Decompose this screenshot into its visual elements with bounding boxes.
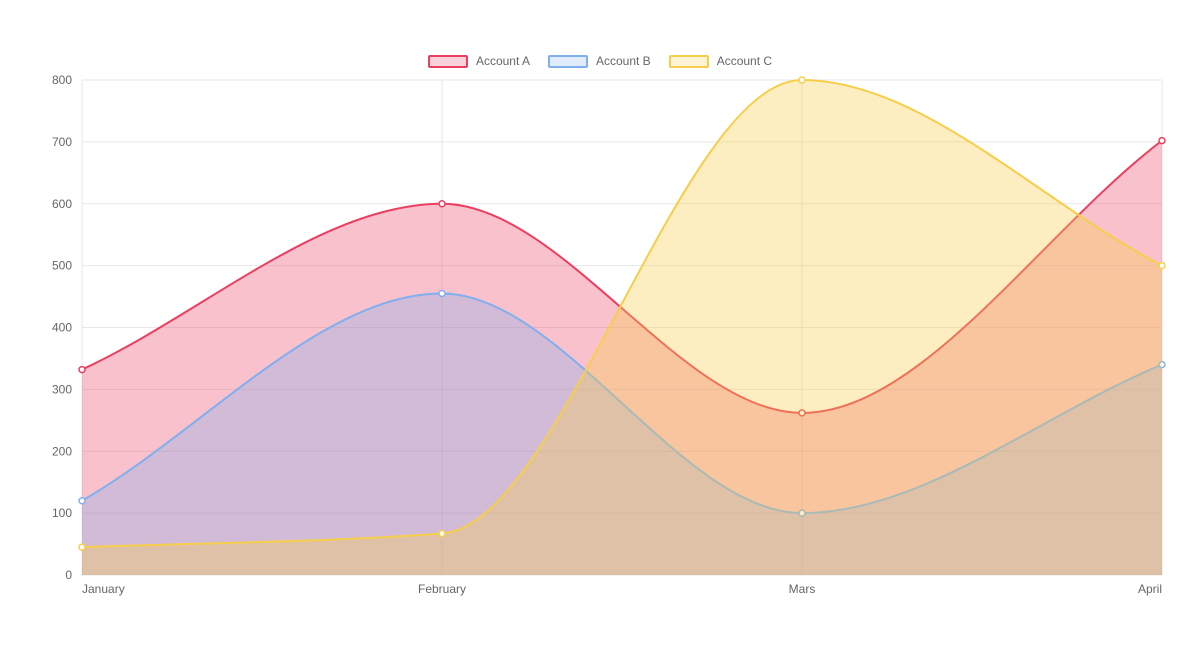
legend-swatch-b — [548, 55, 588, 68]
x-tick-label: April — [1138, 582, 1162, 596]
legend-item-account-a[interactable]: Account A — [428, 54, 530, 68]
chart-svg: 0 100 200 300 400 500 600 700 800 January February… — [0, 0, 1200, 651]
legend-item-account-b[interactable]: Account B — [548, 54, 651, 68]
legend: Account A Account B Account C — [0, 54, 1200, 68]
point-account-c[interactable] — [79, 544, 85, 550]
legend-swatch-a — [428, 55, 468, 68]
point-account-a[interactable] — [1159, 138, 1165, 144]
legend-label-a: Account A — [476, 54, 530, 68]
y-tick-label: 400 — [52, 321, 72, 335]
x-tick-label: January — [82, 582, 125, 596]
point-account-c[interactable] — [799, 77, 805, 83]
x-tick-label: February — [418, 582, 466, 596]
point-account-b[interactable] — [439, 290, 445, 296]
y-tick-label: 500 — [52, 259, 72, 273]
point-account-c[interactable] — [439, 531, 445, 537]
legend-label-b: Account B — [596, 54, 651, 68]
chart-container: Account A Account B Account C 0 100 200 300… — [0, 0, 1200, 651]
legend-label-c: Account C — [717, 54, 772, 68]
x-tick-label: Mars — [789, 582, 816, 596]
point-account-a[interactable] — [79, 367, 85, 373]
y-tick-label: 800 — [52, 73, 72, 87]
legend-swatch-c — [669, 55, 709, 68]
point-account-a[interactable] — [439, 201, 445, 207]
y-tick-label: 100 — [52, 506, 72, 520]
point-account-b[interactable] — [79, 498, 85, 504]
point-account-c[interactable] — [1159, 263, 1165, 269]
y-tick-label: 700 — [52, 135, 72, 149]
y-tick-label: 300 — [52, 382, 72, 396]
y-tick-label: 200 — [52, 444, 72, 458]
y-tick-label: 600 — [52, 197, 72, 211]
legend-item-account-c[interactable]: Account C — [669, 54, 772, 68]
y-tick-label: 0 — [65, 568, 72, 582]
